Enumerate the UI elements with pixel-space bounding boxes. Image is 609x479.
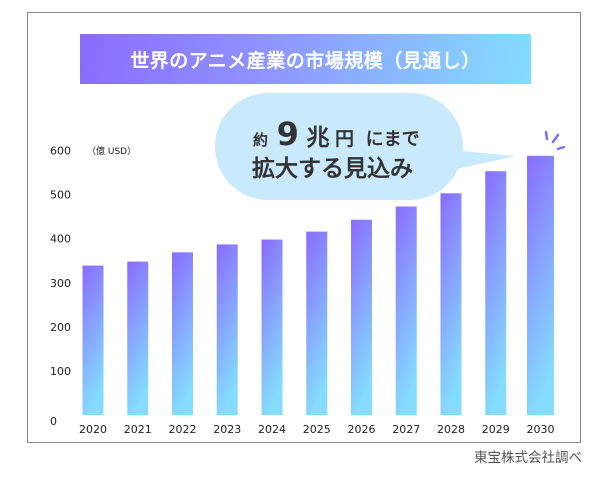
bars [82,155,554,416]
bar-2025 [306,231,328,415]
callout-tail [452,150,516,170]
y-tick-label: 500 [50,189,71,202]
bar-2023 [216,244,238,415]
title-banner: 世界のアニメ産業の市場規模（見通し） [80,34,531,84]
y-tick-label: 600 [50,145,71,158]
y-tick-label: 300 [50,277,71,290]
callout-line-2: 拡大する見込み [252,156,413,182]
x-tick-label: 2027 [392,423,420,436]
bar-2028 [440,193,462,415]
callout-number: 9 [277,115,299,153]
chart-title: 世界のアニメ産業の市場規模（見通し） [130,49,481,72]
source-note: 東宝株式会社調べ [474,450,582,466]
callout-body [215,93,463,200]
callout-unit-yen: 円 [335,128,354,150]
bar-2020 [82,265,104,415]
callout-unit-trillion: 兆 [306,125,329,151]
bar-2030 [527,155,554,416]
y-axis-unit-label: （億 USD） [87,145,136,157]
bar-2021 [127,261,149,415]
y-axis-ticks: 0 100 200 300 400 500 600 [50,145,71,429]
callout-line-1: 約 9 兆 円 にまで [253,115,420,153]
x-tick-label: 2030 [527,423,555,436]
x-tick-label: 2025 [303,423,331,436]
y-tick-label: 0 [50,415,57,428]
x-tick-label: 2023 [213,423,241,436]
bar-2029 [485,171,507,415]
x-tick-label: 2029 [482,423,510,436]
x-tick-label: 2021 [124,423,152,436]
y-tick-label: 100 [50,365,71,378]
sparkle-icon [544,130,566,151]
bar-2026 [351,219,372,415]
x-tick-label: 2026 [348,423,376,436]
x-axis-ticks: 2020 2021 2022 2023 2024 2025 2026 2027 2028 2029… [79,423,555,436]
x-tick-label: 2022 [169,423,197,436]
x-tick-label: 2024 [258,423,286,436]
bar-2024 [261,239,283,415]
bar-2022 [172,252,193,415]
callout-suffix: にまで [366,129,420,150]
x-tick-label: 2028 [437,423,465,436]
y-tick-label: 200 [50,321,71,334]
bar-2027 [395,206,417,415]
x-tick-label: 2020 [79,423,107,436]
callout-prefix: 約 [253,131,268,149]
y-tick-label: 400 [50,233,71,246]
callout-bubble: 約 9 兆 円 にまで 拡大する見込み [215,93,516,200]
